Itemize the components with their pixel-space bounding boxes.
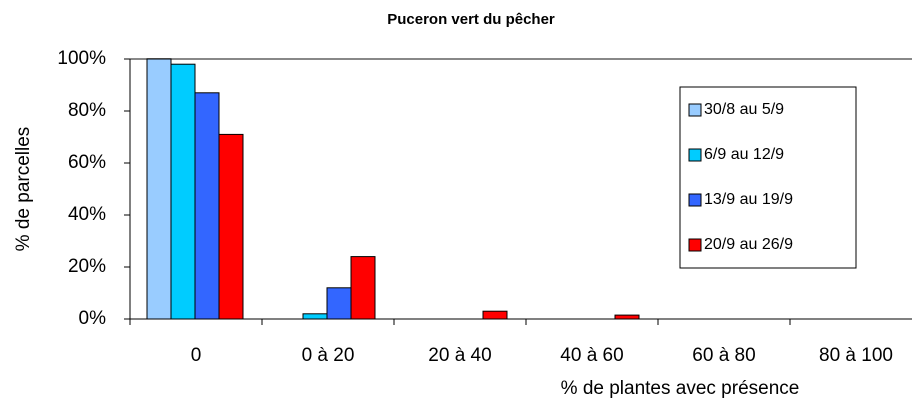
legend-label: 20/9 au 26/9 (704, 236, 793, 253)
bar (614, 314, 640, 320)
bar (170, 63, 196, 320)
y-tick-label: 60% (68, 152, 106, 173)
x-tick-label: 0 (191, 345, 202, 366)
x-tick-label: 80 à 100 (819, 345, 893, 366)
legend-label: 6/9 au 12/9 (704, 146, 784, 163)
x-axis-label: % de plantes avec présence (561, 378, 800, 399)
bar (326, 287, 352, 320)
legend-label: 13/9 au 19/9 (704, 191, 793, 208)
bar (218, 133, 244, 320)
bar (146, 58, 172, 320)
y-tick-label: 0% (79, 308, 107, 329)
x-tick-label: 0 à 20 (302, 345, 355, 366)
x-tick-label: 40 à 60 (560, 345, 623, 366)
chart-title: Puceron vert du pêcher (387, 11, 555, 28)
y-tick-label: 100% (57, 48, 106, 69)
x-tick-label: 60 à 80 (692, 345, 755, 366)
y-tick-label: 20% (68, 256, 106, 277)
y-tick-label: 80% (68, 100, 106, 121)
bar (194, 92, 220, 320)
bar (482, 310, 508, 320)
legend-swatch (688, 103, 702, 117)
y-axis-label: % de parcelles (13, 127, 34, 252)
legend-swatch (688, 148, 702, 162)
x-tick-label: 20 à 40 (428, 345, 491, 366)
legend-box (679, 86, 857, 269)
legend-swatch (688, 193, 702, 207)
bar (350, 256, 376, 320)
y-tick-label: 40% (68, 204, 106, 225)
bar (302, 313, 328, 320)
legend-label: 30/8 au 5/9 (704, 101, 784, 118)
legend-swatch (688, 238, 702, 252)
